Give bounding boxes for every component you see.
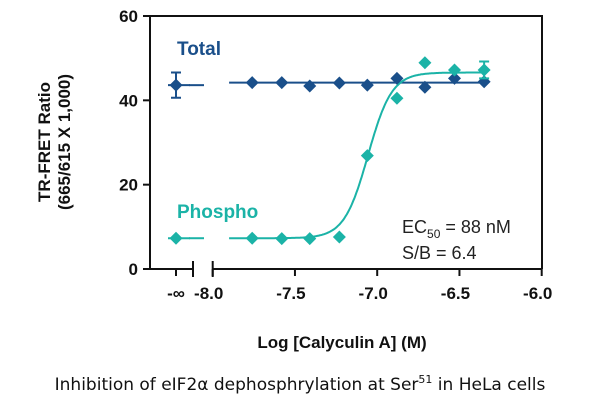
data-point-neg-inf [169,78,183,92]
data-point [390,91,404,105]
data-point [245,76,259,90]
y-axis-label: TR-FRET Ratio (665/615 X 1,000) [35,74,74,210]
data-point [332,76,346,90]
plot-frame [149,15,543,269]
x-tick-label: -6.5 [441,284,470,303]
figure-caption: Inhibition of eIF2α dephosphrylation at … [55,373,546,395]
y-tick-label: 60 [119,7,138,26]
ec50-annotation: EC50 = 88 nM [402,217,511,241]
x-axis-label: Log [Calyculin A] (M) [257,333,426,352]
data-point [275,232,289,246]
y-tick-label: 20 [119,176,138,195]
data-point [448,71,462,85]
data-point [303,232,317,246]
data-point [448,63,462,77]
svg-text:TR-FRET Ratio: TR-FRET Ratio [35,82,54,202]
data-point [418,80,432,94]
legend-total: Total [177,39,221,60]
data-point [477,63,491,77]
data-point [360,149,374,163]
data-point [390,71,404,85]
data-point-neg-inf [169,231,183,245]
data-point [303,79,317,93]
data-point [418,56,432,70]
x-tick-label: -∞ [167,284,185,303]
data-point [275,76,289,90]
sb-annotation: S/B = 6.4 [402,243,477,263]
axes: -∞ -8.0 -7.5 -7.0 -6.5 -6.0 0 20 40 60 [119,7,552,303]
fit-curve-phospho [229,71,485,240]
x-tick-label: -6.0 [523,284,552,303]
data-points [169,56,491,246]
x-tick-label: -8.0 [194,284,223,303]
x-tick-label: -7.5 [276,284,305,303]
data-point [332,230,346,244]
y-tick-label: 40 [119,91,138,110]
legend-phospho: Phospho [177,202,258,223]
data-point [245,231,259,245]
data-point [360,78,374,92]
svg-text:(665/615 X 1,000): (665/615 X 1,000) [55,74,74,210]
y-tick-label: 0 [129,260,138,279]
x-tick-label: -7.0 [359,284,388,303]
